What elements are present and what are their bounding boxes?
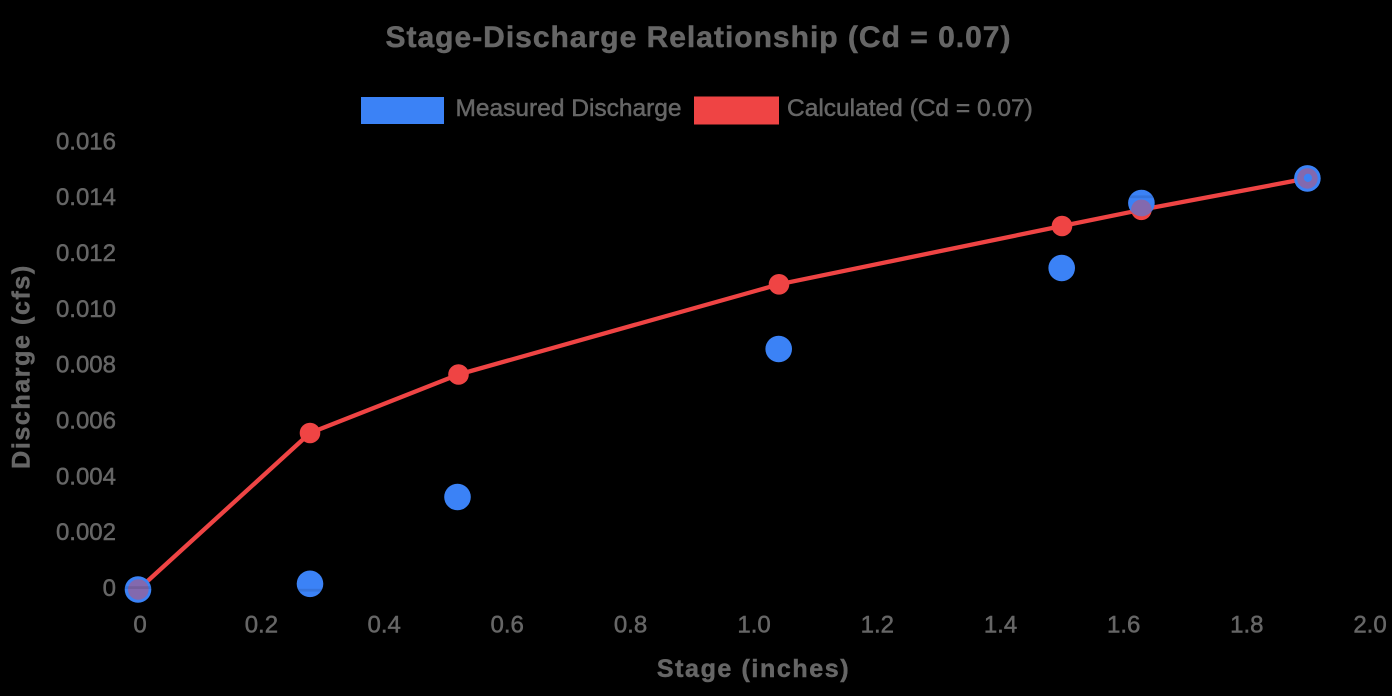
svg-text:0.6: 0.6	[491, 612, 524, 639]
svg-text:0.010: 0.010	[56, 296, 116, 323]
svg-text:Stage-Discharge Relationship (: Stage-Discharge Relationship (Cd = 0.07)	[386, 21, 1012, 54]
svg-text:0.4: 0.4	[368, 612, 401, 639]
svg-text:1.8: 1.8	[1230, 612, 1263, 639]
svg-text:0.008: 0.008	[56, 352, 116, 379]
svg-text:2.0: 2.0	[1353, 612, 1386, 639]
svg-text:Measured Discharge: Measured Discharge	[456, 95, 682, 122]
svg-text:1.6: 1.6	[1107, 612, 1140, 639]
svg-text:0.8: 0.8	[614, 612, 647, 639]
svg-text:0.012: 0.012	[56, 240, 116, 267]
svg-text:0.004: 0.004	[56, 463, 116, 490]
svg-text:0.014: 0.014	[56, 184, 116, 211]
svg-text:Calculated (Cd = 0.07): Calculated (Cd = 0.07)	[787, 95, 1033, 122]
svg-text:1.4: 1.4	[984, 612, 1017, 639]
svg-text:0.006: 0.006	[56, 408, 116, 435]
svg-text:Discharge (cfs): Discharge (cfs)	[8, 264, 36, 469]
svg-text:1.2: 1.2	[861, 612, 894, 639]
svg-text:0: 0	[133, 612, 146, 639]
svg-text:1.0: 1.0	[737, 612, 770, 639]
svg-text:0: 0	[103, 575, 116, 602]
svg-text:Stage (inches): Stage (inches)	[657, 655, 850, 683]
svg-text:0.2: 0.2	[245, 612, 278, 639]
svg-text:0.016: 0.016	[56, 128, 116, 155]
svg-text:0.002: 0.002	[56, 519, 116, 546]
